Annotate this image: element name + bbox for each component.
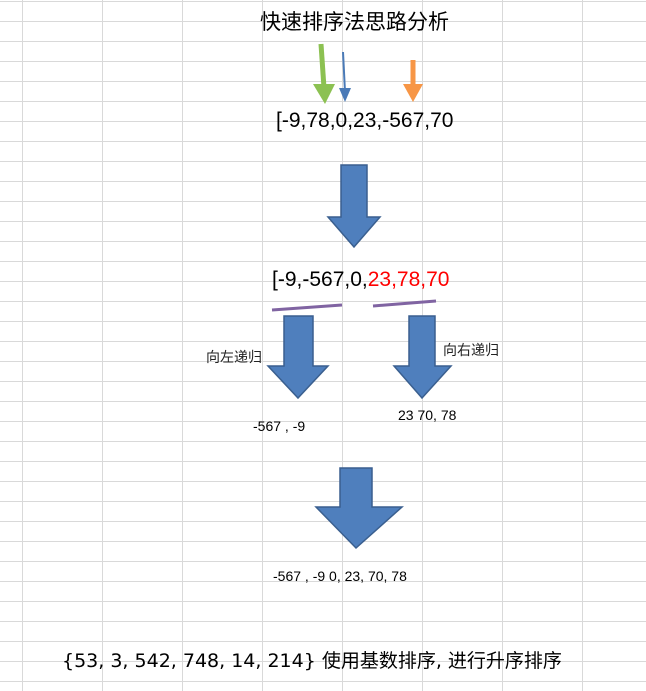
- final-result-text: -567 , -9 0, 23, 70, 78: [273, 568, 407, 584]
- radix-sort-task-text: {53, 3, 542, 748, 14, 214} 使用基数排序, 进行升序排…: [62, 650, 562, 672]
- left-result-text: -567 , -9: [253, 418, 306, 434]
- pointer-arrow-orange-icon: [403, 60, 423, 102]
- recurse-right-label: 向右递归: [443, 343, 499, 359]
- initial-array-text: [-9,78,0,23,-567,70: [276, 109, 454, 132]
- flow-down-arrow-icon: [326, 164, 382, 249]
- right-result-text: 23 70, 78: [398, 407, 457, 423]
- pointer-arrow-blue-icon: [339, 51, 351, 102]
- partitioned-array-text: [-9,-567,0,23,78,70: [272, 268, 449, 292]
- partition-underline-left: [271, 303, 343, 312]
- pointer-arrow-green-icon: [313, 43, 335, 104]
- partition-left-part: [-9,-567,0,: [272, 268, 368, 291]
- partition-underline-right: [372, 299, 437, 308]
- recurse-right-arrow-icon: [392, 315, 453, 400]
- partition-right-part: 23,78,70: [367, 268, 450, 291]
- diagram-title: 快速排序法思路分析: [260, 10, 449, 34]
- merge-down-arrow-icon: [314, 467, 404, 550]
- recurse-left-arrow-icon: [266, 315, 330, 400]
- recurse-left-label: 向左递归: [206, 350, 262, 366]
